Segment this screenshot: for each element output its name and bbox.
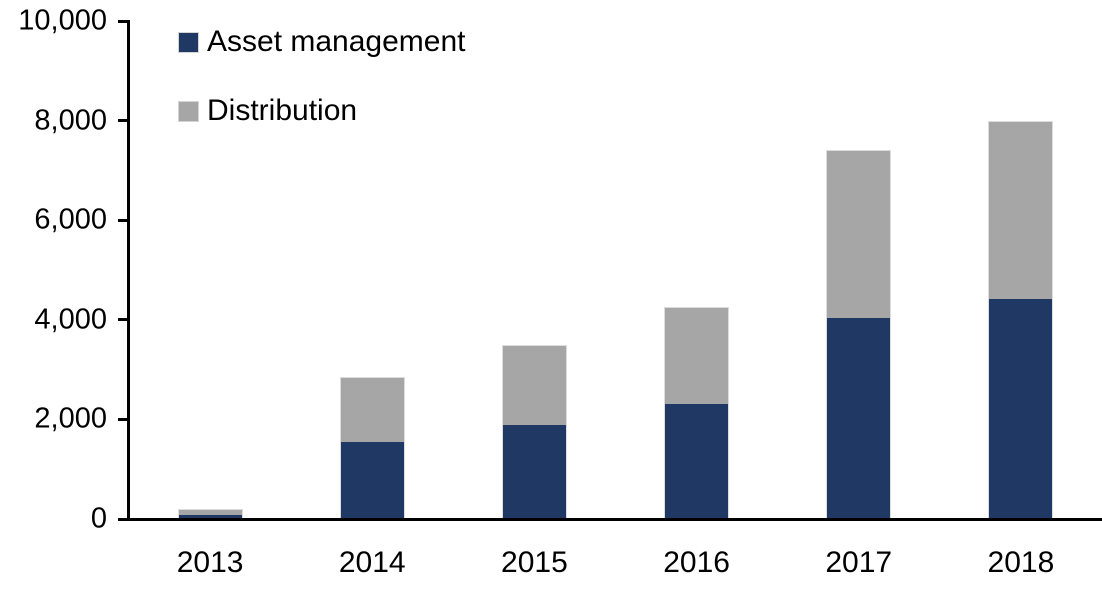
bar-segment-distribution: [501, 344, 567, 425]
bar-2016: [664, 307, 730, 519]
x-tick-label: 2018: [987, 546, 1055, 579]
legend-item-asset-management: Asset management: [178, 27, 465, 57]
x-tick-label: 2017: [825, 546, 893, 579]
bar-segment-asset-management: [664, 404, 730, 519]
y-tick: [118, 218, 130, 222]
legend-label: Asset management: [207, 25, 466, 58]
bar-segment-asset-management: [339, 441, 405, 519]
bar-segment-distribution: [339, 376, 405, 442]
y-tick-label: 0: [90, 502, 107, 535]
bar-segment-distribution: [826, 150, 892, 318]
bar-segment-asset-management: [826, 317, 892, 519]
y-tick-label: 6,000: [34, 203, 107, 236]
bar-2014: [339, 376, 405, 519]
legend-label: Distribution: [207, 94, 358, 127]
legend-swatch-asset-management: [178, 31, 199, 53]
y-axis-line: [127, 20, 130, 521]
x-tick-label: 2013: [176, 546, 244, 579]
y-tick: [118, 517, 130, 521]
y-tick: [118, 318, 130, 322]
y-tick: [118, 417, 130, 421]
bar-segment-distribution: [664, 307, 730, 405]
y-tick: [118, 19, 130, 23]
y-tick-label: 10,000: [18, 4, 107, 37]
bar-segment-asset-management: [988, 298, 1054, 519]
x-axis-line: [127, 518, 1102, 521]
y-tick-label: 4,000: [34, 303, 107, 336]
legend-item-distribution: Distribution: [178, 96, 357, 126]
bar-2018: [988, 120, 1054, 519]
y-tick-label: 8,000: [34, 104, 107, 137]
y-tick: [118, 119, 130, 123]
y-tick-label: 2,000: [34, 402, 107, 435]
bar-segment-distribution: [177, 509, 243, 515]
x-tick-label: 2014: [338, 546, 406, 579]
x-tick-label: 2016: [663, 546, 730, 579]
bar-segment-distribution: [988, 120, 1054, 299]
legend-swatch-distribution: [178, 100, 199, 122]
bar-2017: [826, 150, 892, 519]
bar-2015: [501, 344, 567, 519]
bar-segment-asset-management: [501, 424, 567, 519]
x-tick-label: 2015: [501, 546, 568, 579]
